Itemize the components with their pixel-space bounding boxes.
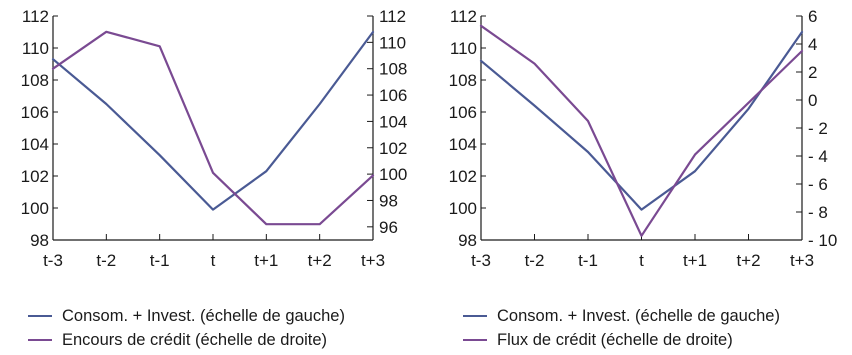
left-tick-label: 106 <box>449 103 477 122</box>
series-line-purple <box>51 30 375 226</box>
x-tick-label: t+2 <box>736 251 760 270</box>
left-tick-label: 112 <box>450 7 477 26</box>
right-tick-label: 98 <box>379 191 398 210</box>
left-tick-label: 104 <box>21 135 49 154</box>
series-line-purple <box>479 24 804 237</box>
legend-item: Consom. + Invest. (échelle de gauche) <box>463 304 780 328</box>
right-tick-label: - 6 <box>808 175 828 194</box>
right-tick-label: 0 <box>808 91 817 110</box>
left-tick-label: 108 <box>449 71 477 90</box>
legend-item: Flux de crédit (échelle de droite) <box>463 328 780 352</box>
left-tick-label: 108 <box>21 71 49 90</box>
right-tick-label: 104 <box>379 112 407 131</box>
left-tick-label: 112 <box>22 7 49 26</box>
right-tick-label: 2 <box>808 63 817 82</box>
legend-label: Flux de crédit (échelle de droite) <box>497 330 733 349</box>
right-tick-label: 110 <box>379 33 406 52</box>
legend-label: Consom. + Invest. (échelle de gauche) <box>497 306 780 325</box>
chart-1: 98 100 102 104 106 108 110 112 96 98 100 102 104 106 1… <box>21 7 408 270</box>
right-tick-label: 102 <box>379 139 407 158</box>
x-tick-label: t+2 <box>308 251 332 270</box>
x-tick-label: t+1 <box>254 251 278 270</box>
x-tick-label: t-3 <box>471 251 491 270</box>
left-tick-label: 98 <box>458 231 477 250</box>
left-tick-label: 110 <box>22 39 49 58</box>
right-tick-label: 106 <box>379 86 407 105</box>
legend-label: Encours de crédit (échelle de droite) <box>62 330 328 349</box>
right-tick-label: - 4 <box>808 147 828 166</box>
series-line-blue <box>51 30 375 211</box>
right-tick-label: 108 <box>379 60 407 79</box>
left-tick-label: 100 <box>449 199 477 218</box>
right-tick-label: 112 <box>379 7 406 26</box>
series-line-blue <box>479 30 804 211</box>
left-tick-label: 106 <box>21 103 49 122</box>
legend-item: Encours de crédit (échelle de droite) <box>28 328 345 352</box>
legend-swatch-blue <box>28 315 52 317</box>
x-tick-label: t-3 <box>43 251 63 270</box>
x-tick-label: t+1 <box>683 251 707 270</box>
x-tick-label: t+3 <box>790 251 814 270</box>
x-tick-label: t <box>639 251 644 270</box>
left-tick-label: 102 <box>21 167 49 186</box>
left-tick-label: 110 <box>450 39 477 58</box>
left-tick-label: 100 <box>21 199 49 218</box>
right-tick-label: 96 <box>379 218 398 237</box>
x-tick-label: t-2 <box>96 251 116 270</box>
x-tick-label: t <box>211 251 216 270</box>
legend-label: Consom. + Invest. (échelle de gauche) <box>62 306 345 325</box>
legend-item: Consom. + Invest. (échelle de gauche) <box>28 304 345 328</box>
right-tick-label: 100 <box>379 165 407 184</box>
right-tick-label: 4 <box>808 35 817 54</box>
left-tick-label: 102 <box>449 167 477 186</box>
x-tick-label: t+3 <box>361 251 385 270</box>
legend-swatch-purple <box>28 339 52 341</box>
legend-right: Consom. + Invest. (échelle de gauche) Fl… <box>463 304 780 352</box>
right-tick-label: - 8 <box>808 203 828 222</box>
x-tick-label: t-1 <box>578 251 598 270</box>
chart-2: 98 100 102 104 106 108 110 112 - 10 - 8 - 6 - 4 - 2 0… <box>449 7 838 270</box>
right-tick-label: - 2 <box>808 119 828 138</box>
left-tick-label: 104 <box>449 135 477 154</box>
right-tick-label: 6 <box>808 7 817 26</box>
legend-swatch-blue <box>463 315 487 317</box>
right-tick-label: - 10 <box>808 231 837 250</box>
left-tick-label: 98 <box>30 231 49 250</box>
x-tick-label: t-2 <box>525 251 545 270</box>
legend-left: Consom. + Invest. (échelle de gauche) En… <box>28 304 345 352</box>
legend-swatch-purple <box>463 339 487 341</box>
x-tick-label: t-1 <box>150 251 170 270</box>
